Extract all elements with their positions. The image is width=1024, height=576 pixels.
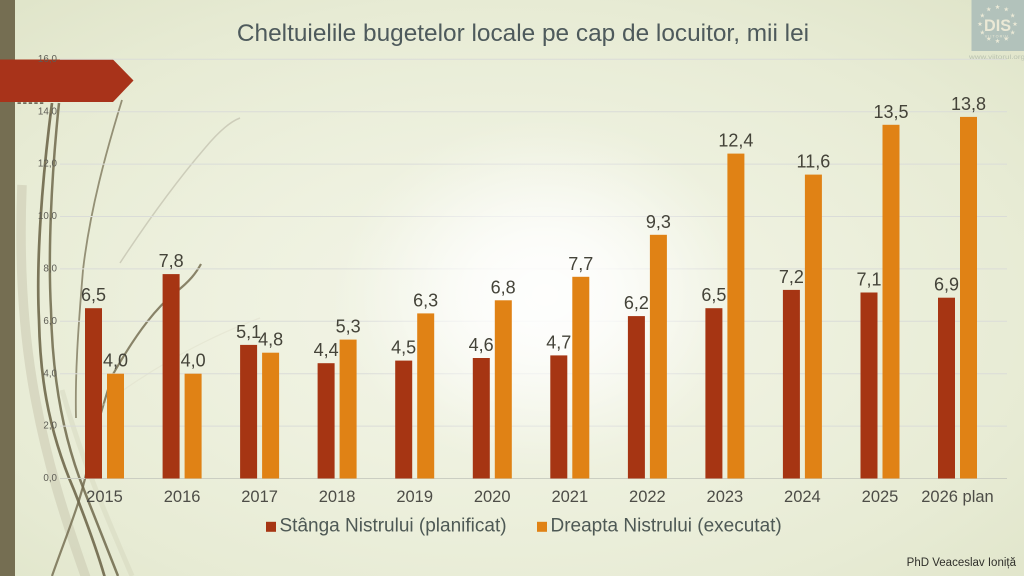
svg-text:6,9: 6,9 (934, 275, 959, 295)
svg-text:7,2: 7,2 (779, 267, 804, 287)
svg-text:2023: 2023 (707, 488, 744, 506)
svg-text:2024: 2024 (784, 488, 821, 506)
svg-text:12,0: 12,0 (38, 159, 58, 170)
svg-text:2015: 2015 (86, 488, 123, 506)
svg-text:6,3: 6,3 (413, 290, 438, 310)
svg-text:2022: 2022 (629, 488, 666, 506)
svg-text:6,0: 6,0 (43, 316, 57, 327)
svg-text:Cheltuielile bugetelor locale: Cheltuielile bugetelor locale pe cap de … (237, 20, 809, 47)
svg-text:4,4: 4,4 (314, 340, 339, 360)
svg-text:2016: 2016 (164, 488, 201, 506)
svg-text:4,0: 4,0 (181, 351, 206, 371)
svg-text:2021: 2021 (551, 488, 588, 506)
svg-text:2020: 2020 (474, 488, 511, 506)
svg-text:DIS: DIS (984, 16, 1011, 35)
svg-text:4,0: 4,0 (103, 351, 128, 371)
svg-text:www.viitorul.org: www.viitorul.org (968, 55, 1024, 61)
svg-text:6,8: 6,8 (491, 277, 516, 297)
svg-text:8,0: 8,0 (43, 264, 57, 275)
svg-text:6,5: 6,5 (701, 285, 726, 305)
svg-text:0,0: 0,0 (43, 473, 57, 484)
svg-text:10,0: 10,0 (38, 211, 58, 222)
svg-text:14,0: 14,0 (38, 106, 58, 117)
svg-text:2018: 2018 (319, 488, 356, 506)
svg-text:Stânga Nistrului (planificat): Stânga Nistrului (planificat) (280, 516, 507, 537)
svg-text:7,8: 7,8 (159, 251, 184, 271)
svg-text:4,0: 4,0 (43, 368, 57, 379)
svg-text:13,5: 13,5 (873, 102, 908, 122)
svg-text:13,8: 13,8 (951, 94, 986, 114)
svg-text:2017: 2017 (241, 488, 278, 506)
svg-text:2019: 2019 (396, 488, 433, 506)
svg-text:5,1: 5,1 (236, 322, 261, 342)
svg-text:4,7: 4,7 (546, 332, 571, 352)
svg-text:9,3: 9,3 (646, 212, 671, 232)
svg-text:6,5: 6,5 (81, 285, 106, 305)
svg-text:12,4: 12,4 (718, 131, 753, 151)
svg-text:2026 plan: 2026 plan (921, 488, 994, 506)
svg-text:4,6: 4,6 (469, 335, 494, 355)
svg-text:7,7: 7,7 (568, 254, 593, 274)
svg-text:16,0: 16,0 (38, 54, 58, 65)
svg-text:2025: 2025 (862, 488, 899, 506)
svg-text:PhD Veaceslav Ioniță: PhD Veaceslav Ioniță (907, 557, 1017, 569)
svg-text:Dreapta Nistrului (executat): Dreapta Nistrului (executat) (551, 516, 782, 537)
svg-text:4,5: 4,5 (391, 338, 416, 358)
svg-text:7,1: 7,1 (856, 270, 881, 290)
svg-text:4,8: 4,8 (258, 330, 283, 350)
svg-text:6,2: 6,2 (624, 293, 649, 313)
svg-text:2,0: 2,0 (43, 421, 57, 432)
svg-text:11,6: 11,6 (797, 152, 831, 172)
svg-text:VIITORUL: VIITORUL (985, 35, 1010, 39)
svg-text:5,3: 5,3 (336, 317, 361, 337)
